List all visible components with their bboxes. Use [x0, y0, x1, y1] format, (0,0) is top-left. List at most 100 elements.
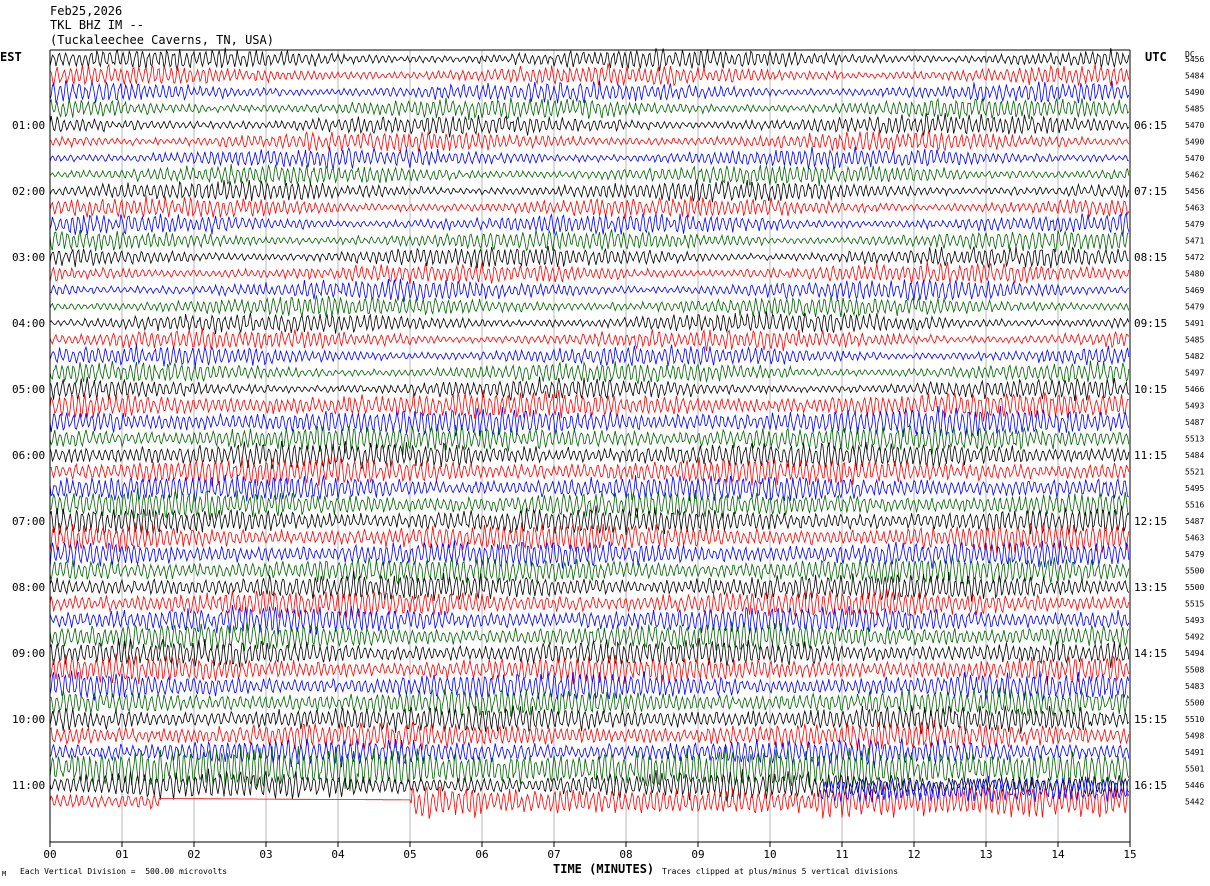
x-tick-label: 02	[187, 848, 200, 861]
dc-offset-label: 5479	[1185, 220, 1204, 229]
dc-offset-label: 5516	[1185, 501, 1204, 510]
right-hour-label: 15:15	[1134, 713, 1167, 726]
seismic-trace-line	[49, 621, 1130, 652]
dc-offset-label: 5493	[1185, 616, 1204, 625]
dc-offset-label: 5500	[1185, 699, 1204, 708]
dc-offset-labels: 5456 5484 5490 5485 5470 5490 5470 5462 5456 5463…	[1185, 55, 1204, 807]
dc-offset-label: 5463	[1185, 534, 1204, 543]
right-hour-label: 11:15	[1134, 449, 1167, 462]
seismic-trace-line	[49, 719, 1130, 751]
dc-offset-label: 5479	[1185, 550, 1204, 559]
logo-mark: M	[2, 870, 7, 878]
x-tick-label: 15	[1123, 848, 1136, 861]
right-hour-label: 08:15	[1134, 251, 1167, 264]
seismic-trace-line	[49, 440, 1130, 471]
seismic-trace-line	[49, 637, 1130, 668]
dc-offset-label: 5500	[1185, 583, 1204, 592]
seismic-trace-line	[49, 79, 1130, 104]
seismic-trace-line	[49, 745, 1130, 792]
dc-offset-label: 5484	[1185, 72, 1204, 81]
dc-offset-label: 5482	[1185, 352, 1204, 361]
plot-frame	[49, 49, 1131, 843]
dc-offset-label: 5500	[1185, 567, 1204, 576]
seismic-trace-line	[49, 785, 1130, 819]
dc-offset-label: 5515	[1185, 600, 1204, 609]
dc-offset-label: 5470	[1185, 121, 1204, 130]
left-hour-label: 01:00	[12, 119, 45, 132]
dc-offset-label: 5484	[1185, 451, 1204, 460]
dc-offset-label: 5446	[1185, 781, 1204, 790]
dc-offset-label: 5521	[1185, 468, 1204, 477]
seismic-trace-line	[49, 229, 1129, 253]
dc-offset-label: 5471	[1185, 237, 1204, 246]
chart-station: TKL BHZ IM --	[50, 18, 144, 32]
left-timezone-label: EST	[0, 50, 22, 64]
seismic-trace-line	[49, 261, 1130, 285]
x-tick-label: 03	[259, 848, 272, 861]
right-hour-label: 13:15	[1134, 581, 1167, 594]
seismic-trace-line	[49, 474, 1129, 503]
seismic-trace-line	[820, 776, 1130, 803]
right-hour-label: 09:15	[1134, 317, 1167, 330]
seismic-trace-line	[49, 605, 1130, 635]
seismic-trace-line	[49, 376, 1130, 402]
dc-offset-label: 5479	[1185, 303, 1204, 312]
dc-offset-label: 5485	[1185, 336, 1204, 345]
seismic-trace-line	[49, 405, 1130, 438]
seismic-trace-line	[49, 423, 1130, 456]
dc-offset-header: DC	[1185, 50, 1195, 59]
seismic-trace-line	[49, 522, 1130, 554]
seismic-trace-line	[49, 113, 1130, 138]
dc-offset-label: 5462	[1185, 171, 1204, 180]
x-tick-label: 05	[403, 848, 416, 861]
right-hour-label: 06:15	[1134, 119, 1167, 132]
seismic-trace-line	[49, 328, 1130, 352]
dc-offset-label: 5469	[1185, 286, 1204, 295]
left-hour-label: 07:00	[12, 515, 45, 528]
dc-offset-label: 5470	[1185, 154, 1204, 163]
dc-offset-label: 5497	[1185, 369, 1204, 378]
seismic-trace-line	[49, 487, 1130, 521]
dc-offset-label: 5442	[1185, 798, 1204, 807]
dc-offset-label: 5463	[1185, 204, 1204, 213]
dc-offset-label: 5501	[1185, 765, 1204, 774]
dc-offset-label: 5498	[1185, 732, 1204, 741]
x-tick-label: 14	[1051, 848, 1065, 861]
seismic-trace-line	[49, 555, 1130, 586]
left-hour-label: 11:00	[12, 779, 45, 792]
seismic-trace-line	[49, 130, 1130, 153]
seismic-trace-line	[49, 146, 1129, 170]
seismic-trace-line	[49, 540, 1130, 570]
dc-offset-label: 5508	[1185, 666, 1204, 675]
dc-offset-label: 5456	[1185, 187, 1204, 196]
x-tick-label: 00	[43, 848, 56, 861]
dc-offset-label: 5493	[1185, 402, 1204, 411]
x-tick-label: 13	[979, 848, 992, 861]
dc-offset-label: 5456	[1185, 55, 1204, 64]
seismic-trace-line	[49, 63, 1130, 87]
seismic-trace-line	[49, 456, 1130, 487]
seismic-trace-line	[49, 588, 1130, 619]
dc-offset-label: 5472	[1185, 253, 1204, 262]
left-hour-label: 02:00	[12, 185, 45, 198]
right-hour-label: 16:15	[1134, 779, 1167, 792]
dc-offset-label: 5495	[1185, 484, 1204, 493]
dc-offset-label: 5490	[1185, 138, 1204, 147]
scale-note: Each Vertical Division = 500.00 microvol…	[20, 867, 228, 876]
seismic-trace-line	[49, 211, 1130, 237]
right-hour-labels: 06:15 07:15 08:15 09:15 10:15 11:15 12:15 13:15…	[1134, 119, 1167, 792]
seismic-trace-line	[49, 505, 1130, 536]
seismic-trace-line	[49, 245, 1129, 269]
dc-offset-label: 5466	[1185, 385, 1204, 394]
right-timezone-label: UTC	[1145, 50, 1167, 64]
seismic-trace-line	[49, 360, 1130, 384]
seismic-trace-line	[49, 389, 1129, 422]
dc-offset-label: 5485	[1185, 105, 1204, 114]
x-tick-label: 08	[619, 848, 632, 861]
x-tick-label: 10	[763, 848, 776, 861]
left-hour-label: 04:00	[12, 317, 45, 330]
seismic-trace-line	[49, 687, 1130, 718]
seismic-trace-line	[49, 278, 1129, 303]
seismic-trace-line	[49, 570, 1130, 602]
